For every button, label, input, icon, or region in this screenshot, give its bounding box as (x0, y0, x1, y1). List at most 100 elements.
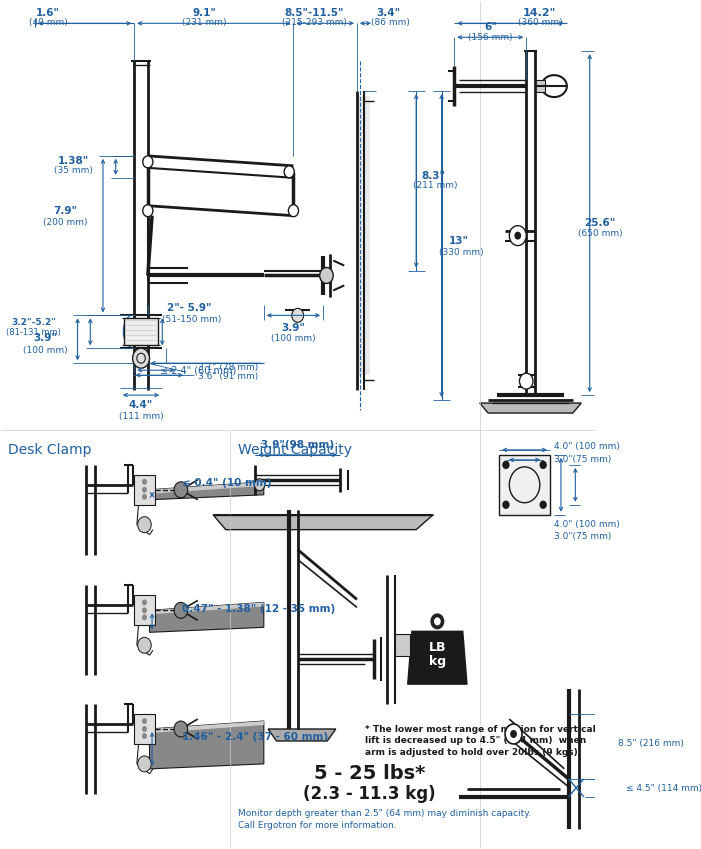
Text: (330 mm): (330 mm) (439, 248, 484, 257)
Text: (211 mm): (211 mm) (414, 182, 458, 190)
Polygon shape (213, 514, 433, 530)
Text: 14.2": 14.2" (522, 8, 556, 19)
Polygon shape (149, 721, 264, 769)
Text: (81-131 mm): (81-131 mm) (6, 328, 61, 337)
FancyBboxPatch shape (357, 96, 369, 375)
Text: lift is decreased up to 4.5" (114 mm)  when: lift is decreased up to 4.5" (114 mm) wh… (365, 736, 587, 745)
Text: Monitor depth greater than 2.5" (64 mm) may diminish capacity.: Monitor depth greater than 2.5" (64 mm) … (238, 809, 531, 818)
Text: (650 mm): (650 mm) (578, 229, 623, 238)
Text: Call Ergotron for more information.: Call Ergotron for more information. (238, 821, 397, 830)
Text: 8.3": 8.3" (421, 171, 445, 181)
Circle shape (137, 638, 151, 653)
Circle shape (510, 226, 526, 245)
Circle shape (292, 308, 304, 323)
Text: (215-293 mm): (215-293 mm) (283, 18, 347, 27)
Circle shape (540, 501, 546, 509)
Circle shape (142, 599, 147, 605)
Text: (200 mm): (200 mm) (43, 218, 87, 228)
Text: 8.5"-11.5": 8.5"-11.5" (285, 8, 344, 19)
Text: 25.6": 25.6" (584, 217, 615, 228)
Circle shape (142, 486, 147, 492)
Polygon shape (268, 729, 336, 741)
Text: 6": 6" (484, 22, 497, 32)
Text: Desk Clamp: Desk Clamp (8, 443, 92, 457)
Text: 3.9"(98 mm): 3.9"(98 mm) (261, 440, 334, 450)
Polygon shape (149, 482, 264, 500)
Text: 3.9": 3.9" (34, 334, 57, 343)
Polygon shape (479, 403, 581, 413)
Circle shape (143, 156, 153, 168)
Polygon shape (149, 603, 264, 633)
Circle shape (515, 232, 521, 239)
FancyBboxPatch shape (124, 318, 158, 346)
Circle shape (320, 267, 333, 284)
Text: 9.1": 9.1" (193, 8, 217, 19)
Circle shape (142, 733, 147, 739)
Text: (86 mm): (86 mm) (372, 18, 410, 27)
Text: (231 mm): (231 mm) (182, 18, 227, 27)
Circle shape (540, 461, 546, 469)
Text: 3.9": 3.9" (282, 323, 306, 334)
Text: 1.46" - 2.4" (37 - 60 mm): 1.46" - 2.4" (37 - 60 mm) (182, 732, 328, 742)
Text: 3.4": 3.4" (376, 8, 400, 19)
Circle shape (284, 166, 294, 177)
Text: (360 mm): (360 mm) (518, 18, 563, 27)
Text: Weight Capacity: Weight Capacity (238, 443, 353, 457)
Text: (111 mm): (111 mm) (118, 412, 163, 420)
Circle shape (142, 607, 147, 613)
Circle shape (510, 730, 517, 738)
Circle shape (431, 615, 443, 628)
Text: 3.6" (91 mm): 3.6" (91 mm) (198, 372, 258, 380)
Circle shape (174, 482, 188, 498)
Text: (100 mm): (100 mm) (23, 346, 68, 355)
Text: 4.0" (100 mm): 4.0" (100 mm) (554, 520, 620, 529)
Polygon shape (149, 603, 264, 615)
Text: (2.3 - 11.3 kg): (2.3 - 11.3 kg) (304, 784, 436, 803)
Circle shape (434, 617, 441, 626)
Text: arm is adjusted to hold over 20lbs (9 kgs).: arm is adjusted to hold over 20lbs (9 kg… (365, 749, 582, 757)
Text: 4.0" (100 mm): 4.0" (100 mm) (554, 442, 620, 452)
Text: (51-150 mm): (51-150 mm) (162, 315, 222, 323)
Circle shape (288, 205, 299, 216)
Text: 7.9": 7.9" (53, 205, 77, 216)
Text: 3.2"-5.2": 3.2"-5.2" (11, 318, 56, 327)
FancyBboxPatch shape (135, 714, 156, 744)
Text: 2"- 5.9": 2"- 5.9" (167, 303, 212, 313)
Text: (100 mm): (100 mm) (271, 334, 315, 343)
Polygon shape (408, 632, 467, 684)
Text: 1.6": 1.6" (36, 8, 60, 19)
Text: (35 mm): (35 mm) (54, 166, 93, 176)
Circle shape (142, 615, 147, 621)
Circle shape (137, 756, 151, 772)
Text: 3.0"(75 mm): 3.0"(75 mm) (554, 455, 611, 464)
Text: (40 mm): (40 mm) (29, 18, 67, 27)
Circle shape (503, 501, 509, 509)
Text: 0.47" - 1.38" (12 - 35 mm): 0.47" - 1.38" (12 - 35 mm) (182, 604, 335, 615)
Text: 4.4": 4.4" (129, 400, 154, 410)
Text: (156 mm): (156 mm) (468, 33, 513, 42)
FancyBboxPatch shape (135, 595, 156, 626)
Circle shape (142, 726, 147, 732)
Circle shape (142, 494, 147, 500)
Text: 5 - 25 lbs*: 5 - 25 lbs* (314, 764, 426, 784)
Circle shape (174, 603, 188, 618)
Text: 8.5" (216 mm): 8.5" (216 mm) (618, 739, 683, 749)
Text: LB: LB (428, 641, 446, 654)
Circle shape (143, 205, 153, 216)
Circle shape (137, 517, 151, 532)
Text: ≤ 0.4" (10 mm): ≤ 0.4" (10 mm) (182, 478, 271, 488)
FancyBboxPatch shape (135, 475, 156, 505)
Circle shape (142, 718, 147, 724)
Polygon shape (149, 721, 264, 733)
Text: 13": 13" (449, 236, 468, 245)
Circle shape (132, 348, 149, 368)
Text: 1.38": 1.38" (57, 156, 89, 166)
Circle shape (503, 461, 509, 469)
Circle shape (505, 724, 522, 744)
Text: 3.1" (78 mm): 3.1" (78 mm) (198, 363, 258, 372)
Text: ≤ 4.5" (114 mm): ≤ 4.5" (114 mm) (626, 784, 701, 793)
Text: kg: kg (429, 655, 446, 667)
Circle shape (519, 374, 533, 389)
Text: * The lower most range of motion for vertical: * The lower most range of motion for ver… (365, 724, 596, 734)
Circle shape (254, 479, 265, 491)
